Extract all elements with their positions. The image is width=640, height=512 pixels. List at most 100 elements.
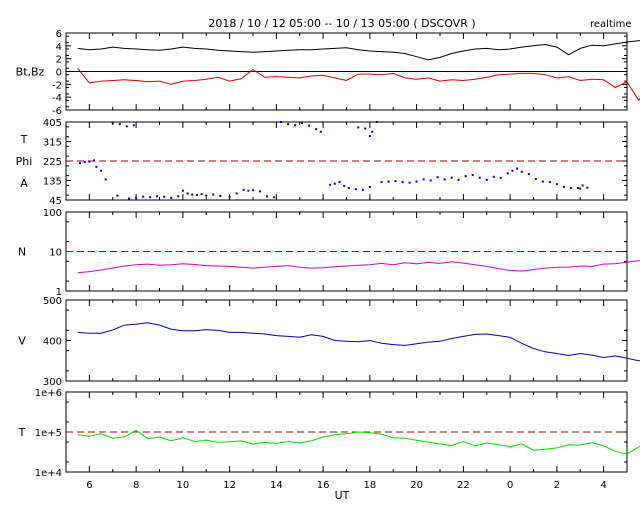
data-point (135, 196, 138, 199)
data-point (506, 172, 509, 175)
x-tick-label: 14 (270, 480, 283, 491)
data-point (266, 195, 269, 198)
data-point (156, 195, 159, 198)
data-point (142, 195, 145, 198)
panel-phi_angle: 405 315 225 135 45 T Phi A (16, 118, 628, 207)
series-line-bt (77, 40, 640, 61)
data-point (191, 193, 194, 196)
data-point (569, 187, 572, 190)
x-tick-label: 16 (317, 480, 330, 491)
y-tick-label: 300 (43, 377, 62, 388)
data-point (125, 125, 128, 128)
data-point (149, 196, 152, 199)
y-tick-label: 135 (43, 177, 62, 188)
data-point (252, 189, 254, 192)
data-point (471, 174, 474, 177)
data-point (83, 161, 86, 164)
x-tick-label: 18 (364, 480, 377, 491)
x-axis-label: UT (335, 489, 350, 502)
y-tick-label: -4 (52, 93, 62, 104)
y-axis-label: A (20, 177, 28, 190)
data-point (273, 196, 276, 199)
data-point (347, 187, 350, 190)
data-point (93, 159, 96, 162)
data-point (548, 181, 551, 184)
data-point (464, 175, 467, 178)
data-point (128, 197, 131, 200)
series-line-temperature (77, 429, 640, 455)
data-point (387, 180, 390, 183)
data-point (478, 176, 481, 179)
series-line-density (77, 260, 640, 274)
series-line-bz (77, 67, 640, 102)
y-tick-label: 10 (49, 248, 62, 259)
y-tick-label: 1e+6 (35, 388, 62, 399)
y-axis-label: T (18, 426, 26, 439)
data-point (329, 183, 332, 186)
data-point (576, 187, 579, 190)
data-point (100, 169, 103, 172)
data-point (492, 175, 495, 178)
data-point (443, 178, 446, 181)
y-tick-label: -2 (52, 80, 62, 91)
data-point (111, 122, 114, 125)
data-point (212, 193, 215, 196)
data-point (415, 180, 418, 183)
data-point (541, 180, 544, 183)
x-tick-label: 6 (86, 480, 92, 491)
y-tick-label: 4 (56, 42, 62, 53)
data-point (177, 195, 180, 198)
x-tick-label: 20 (410, 480, 423, 491)
data-point (499, 176, 502, 179)
data-point (280, 121, 283, 123)
data-point (516, 167, 519, 170)
x-tick-label: 8 (133, 480, 139, 491)
panel-density: 100 10 1 N (18, 208, 640, 298)
data-point (79, 162, 82, 165)
data-point (343, 184, 346, 187)
data-point (429, 179, 432, 182)
data-point (104, 178, 107, 181)
data-point (357, 126, 360, 129)
data-point (511, 169, 514, 172)
y-axis-label: Bt,Bz (16, 66, 45, 79)
data-point (485, 178, 488, 181)
x-tick-label: 2 (554, 480, 560, 491)
data-point (294, 124, 297, 127)
data-point (242, 188, 245, 191)
y-tick-label: 405 (43, 118, 62, 129)
data-point (200, 193, 203, 196)
chart-title: 2018 / 10 / 12 05:00 -- 10 / 13 05:00 ( … (208, 17, 475, 30)
panels-group: 6420-2-4-6Bt,Bz40531522513545TPhiA100101… (16, 29, 640, 491)
x-tick-label: 12 (223, 480, 236, 491)
data-point (163, 195, 166, 198)
x-tick-label: 10 (177, 480, 190, 491)
data-point (371, 130, 374, 133)
y-axis-label: Phi (16, 155, 33, 168)
data-point (118, 123, 121, 126)
x-tick-label: 22 (457, 480, 470, 491)
data-point (95, 165, 98, 168)
data-point (259, 190, 262, 193)
data-point (375, 121, 378, 123)
data-point (555, 183, 558, 186)
y-tick-label: 0 (56, 68, 62, 79)
data-point (170, 196, 173, 199)
data-point (520, 170, 523, 173)
y-tick-label: 2 (56, 55, 62, 66)
series-line-speed (77, 322, 640, 362)
data-point (394, 180, 397, 183)
data-point (315, 128, 318, 131)
y-tick-label: -6 (52, 106, 62, 117)
realtime-label: realtime (590, 19, 632, 30)
data-point (436, 176, 439, 179)
data-point (354, 188, 357, 191)
y-tick-label: 6 (56, 29, 62, 40)
data-point (116, 194, 119, 197)
y-axis-label: N (18, 246, 26, 259)
data-point (361, 188, 364, 191)
data-point (534, 177, 537, 180)
y-tick-label: 1e+4 (35, 468, 62, 479)
y-axis-label: V (18, 335, 26, 348)
